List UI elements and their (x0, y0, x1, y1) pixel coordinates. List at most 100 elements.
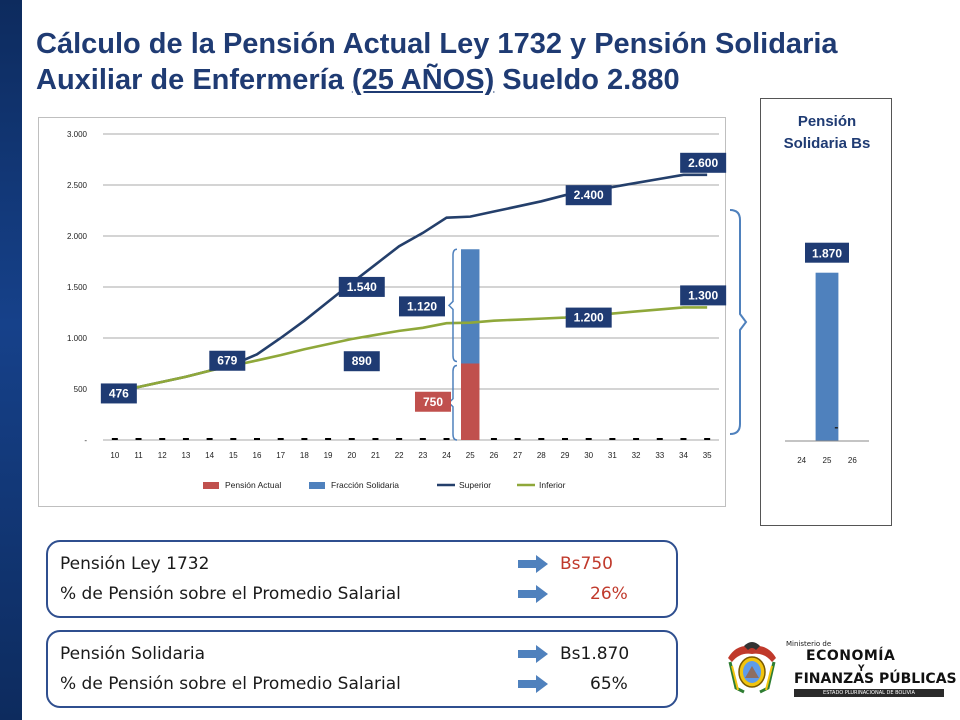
line-superior (114, 173, 708, 393)
data-label-box (338, 276, 385, 297)
x-tick-label: 27 (513, 451, 522, 460)
x-tick-label: 32 (632, 451, 641, 460)
line-inferior (114, 306, 708, 393)
legend-label: Fracción Solidaria (331, 480, 399, 490)
percent-value: 65% (590, 674, 628, 694)
x-tick-label: 13 (181, 451, 190, 460)
y-tick-label: 500 (74, 385, 88, 394)
ministry-logo: Ministerio de ECONOMÍA Y FINANZAS PÚBLIC… (718, 636, 957, 700)
data-label-box (100, 383, 137, 404)
side-chart-title: Pensión Solidaria Bs (761, 111, 893, 155)
data-label: 1.120 (407, 299, 437, 313)
x-tick-label: 25 (466, 451, 475, 460)
ministry-economia: ECONOMÍA (806, 648, 896, 664)
side-chart-title-line-2: Solidaria Bs (783, 135, 871, 152)
legend-swatch (203, 482, 219, 489)
data-label-box (343, 351, 380, 372)
arrow-right-icon (518, 585, 548, 603)
y-tick-label: 3.000 (67, 130, 88, 139)
main-chart-frame: - 500 1.000 1.500 2.000 2.500 3.000 10 11 12 13 14 1… (38, 117, 727, 507)
x-tick-label: 19 (324, 451, 333, 460)
data-label: 2.600 (688, 156, 718, 170)
data-label-box (680, 285, 727, 306)
x-tick-label: 26 (489, 451, 498, 460)
info-row-percent: % de Pensión sobre el Promedio Salarial … (60, 670, 670, 698)
x-tick-label: 29 (561, 451, 570, 460)
x-tick-label: 28 (537, 451, 546, 460)
x-tick-label: 23 (418, 451, 427, 460)
title-line-2-pre: Auxiliar de Enfermería (36, 64, 352, 96)
info-box-pension-ley: Pensión Ley 1732 Bs750 % de Pensión sobr… (46, 540, 678, 618)
pension-ley-label: Pensión Ley 1732 (60, 554, 210, 574)
data-label: 1.200 (574, 311, 604, 325)
pension-solidaria-value: Bs1.870 (560, 644, 630, 664)
side-data-label: - (834, 420, 838, 434)
info-box-pension-solidaria: Pensión Solidaria Bs1.870 % de Pensión s… (46, 630, 678, 708)
ministry-finanzas: FINANZAS PÚBLICAS (794, 671, 957, 687)
data-label: 1.540 (347, 280, 377, 294)
data-label: 2.400 (574, 188, 604, 202)
info-row-pension: Pensión Ley 1732 Bs750 (60, 550, 670, 578)
legend-label: Superior (459, 480, 491, 490)
data-label: 1.300 (688, 288, 718, 302)
data-label: 890 (352, 354, 372, 368)
data-label-box (565, 307, 612, 328)
x-tick-label: 15 (229, 451, 238, 460)
x-tick-label: 24 (442, 451, 451, 460)
data-label-box (209, 350, 246, 371)
side-x-tick-label: 26 (848, 456, 857, 465)
title-line-2-post: Sueldo 2.880 (494, 64, 680, 96)
percent-label: % de Pensión sobre el Promedio Salarial (60, 674, 401, 694)
bracket-fraccion (447, 248, 458, 363)
arrow-right-icon (518, 555, 548, 573)
slide-title: Cálculo de la Pensión Actual Ley 1732 y … (36, 26, 946, 98)
legend-label: Inferior (539, 480, 566, 490)
arrow-right-icon (518, 645, 548, 663)
info-row-percent: % de Pensión sobre el Promedio Salarial … (60, 580, 670, 608)
side-x-tick-label: 25 (823, 456, 832, 465)
legend-swatch (309, 482, 325, 489)
side-data-label: 1.870 (812, 247, 842, 261)
title-line-2-years: (25 AÑOS) (351, 64, 495, 96)
data-label-box (565, 185, 612, 206)
side-chart-title-line-1: Pensión (797, 113, 857, 130)
bar-pension-actual (460, 363, 480, 440)
y-tick-label: 2.500 (67, 181, 88, 190)
data-label: 679 (217, 354, 237, 368)
x-tick-label: 31 (608, 451, 617, 460)
y-tick-label: 1.000 (67, 334, 88, 343)
ministry-y: Y (858, 664, 865, 674)
x-tick-label: 34 (679, 451, 688, 460)
main-chart: - 500 1.000 1.500 2.000 2.500 3.000 10 11 12 13 14 1… (67, 130, 727, 490)
title-line-2: Auxiliar de Enfermería (25 AÑOS) Sueldo … (36, 62, 946, 98)
x-tick-label: 17 (276, 451, 285, 460)
x-tick-label: 16 (253, 451, 262, 460)
x-tick-label: 35 (703, 451, 712, 460)
title-line-1: Cálculo de la Pensión Actual Ley 1732 y … (36, 28, 838, 60)
data-label-box (414, 391, 451, 412)
side-bar-pension-solidaria (815, 272, 839, 441)
y-tick-label: - (84, 436, 87, 445)
x-tick-label: 14 (205, 451, 214, 460)
x-tick-label: 22 (395, 451, 404, 460)
y-tick-label: 2.000 (67, 232, 88, 241)
x-tick-label: 21 (371, 451, 380, 460)
arrow-right-icon (518, 675, 548, 693)
data-label-box (680, 152, 727, 173)
percent-value: 26% (590, 584, 628, 604)
ministry-strip: ESTADO PLURINACIONAL DE BOLIVIA (794, 689, 944, 697)
legend-label: Pensión Actual (225, 480, 281, 490)
connector-bracket (729, 209, 748, 435)
x-tick-label: 10 (110, 451, 119, 460)
x-tick-label: 11 (134, 451, 143, 460)
x-tick-label: 18 (300, 451, 309, 460)
pension-ley-value: Bs750 (560, 554, 613, 574)
x-tick-label: 12 (158, 451, 167, 460)
pension-solidaria-label: Pensión Solidaria (60, 644, 206, 664)
side-data-label-box (805, 242, 849, 263)
bar-fraccion-solidaria (460, 249, 480, 364)
side-x-tick-label: 24 (797, 456, 806, 465)
x-tick-label: 20 (347, 451, 356, 460)
